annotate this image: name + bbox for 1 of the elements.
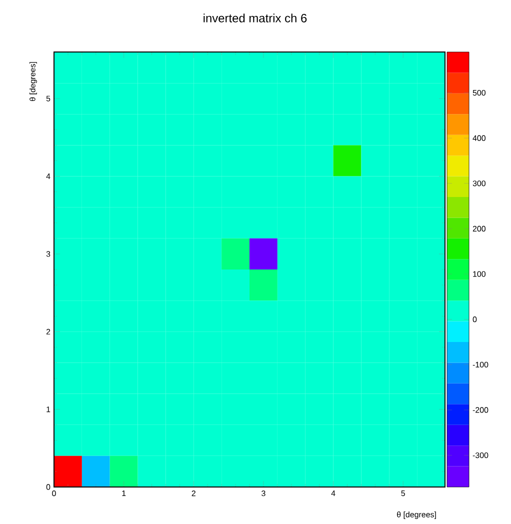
chart-title: inverted matrix ch 6 xyxy=(204,14,307,22)
